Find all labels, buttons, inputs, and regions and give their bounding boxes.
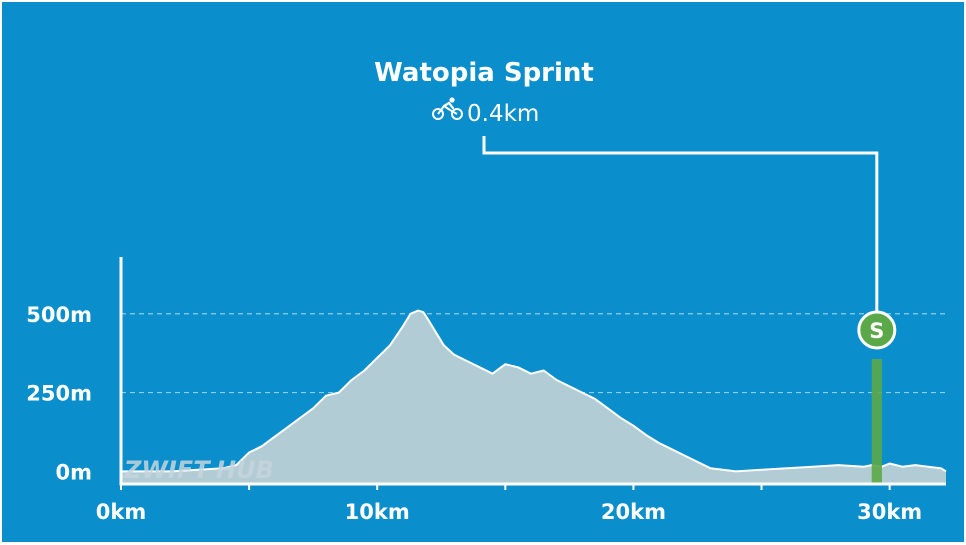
segment-distance: 0.4km [467, 101, 539, 127]
x-tick-label: 20km [601, 500, 666, 524]
elevation-area [121, 310, 946, 484]
segment-connector-line [482, 136, 879, 316]
sprint-marker-letter: S [869, 319, 884, 343]
watermark-zwift: ZWIFT [123, 456, 211, 484]
watermark-hub: HUB [216, 456, 274, 484]
x-tick-label: 10km [345, 500, 410, 524]
segment-layer: S [482, 136, 897, 484]
watermark: ZWIFT HUB [123, 456, 274, 484]
tick-labels: 0km 10km 20km 30km 0m 250m 500m [26, 303, 922, 524]
axes [119, 257, 946, 490]
segment-header: Watopia Sprint 0.4km [374, 58, 594, 127]
x-tick-label: 0km [96, 500, 146, 524]
elevation-area-layer [121, 309, 947, 484]
x-tick-label: 30km [857, 500, 922, 524]
segment-title: Watopia Sprint [374, 58, 594, 88]
cyclist-icon [432, 97, 463, 120]
gridlines [121, 313, 946, 394]
sprint-segment-bar [871, 359, 882, 484]
y-tick-label: 250m [26, 382, 92, 406]
y-tick-label: 500m [26, 303, 92, 327]
sprint-marker [857, 310, 897, 350]
y-tick-label: 0m [56, 460, 93, 484]
elevation-line [121, 309, 947, 473]
